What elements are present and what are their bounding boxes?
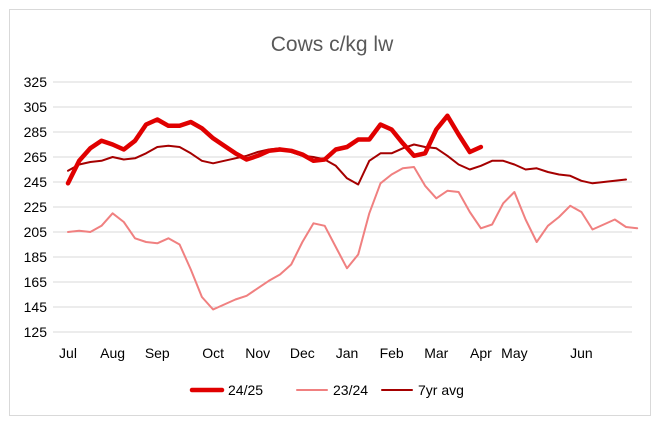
y-tick-label: 245 (24, 174, 48, 190)
x-tick-label: Jul (59, 345, 77, 361)
x-tick-label: May (501, 345, 527, 361)
y-tick-label: 205 (24, 224, 48, 240)
series-line-7yr-avg (67, 143, 627, 186)
y-tick-label: 145 (24, 299, 48, 315)
y-tick-label: 305 (24, 99, 48, 115)
chart-svg: Cows c/kg lw 125 145 165 185 205 225 245 265 285… (24, 33, 639, 398)
y-tick-label: 125 (24, 324, 48, 340)
y-tick-label: 165 (24, 274, 48, 290)
x-tick-label: Dec (290, 345, 315, 361)
chart-title: Cows c/kg lw (271, 33, 394, 56)
x-axis-ticks: Jul Aug Sep Oct Nov Dec Jan Feb Mar Apr May Jun (59, 345, 593, 361)
y-axis-ticks: 125 145 165 185 205 225 245 265 285 305 325 (24, 74, 48, 340)
series-lines (65, 113, 639, 311)
chart-area: Cows c/kg lw 125 145 165 185 205 225 245 265 285… (9, 9, 651, 416)
y-tick-label: 265 (24, 149, 48, 165)
x-tick-label: Nov (245, 345, 270, 361)
x-tick-label: Sep (145, 345, 170, 361)
series-line-24-25 (65, 113, 484, 186)
x-tick-label: Apr (470, 345, 492, 361)
y-tick-label: 285 (24, 124, 48, 140)
x-tick-label: Jun (570, 345, 593, 361)
y-tick-label: 185 (24, 249, 48, 265)
x-tick-label: Mar (424, 345, 448, 361)
x-tick-label: Jan (336, 345, 359, 361)
x-tick-label: Oct (202, 345, 224, 361)
legend-label: 23/24 (333, 382, 368, 398)
y-tick-label: 325 (24, 74, 48, 90)
x-tick-label: Aug (100, 345, 125, 361)
gridlines (53, 81, 632, 333)
y-tick-label: 225 (24, 199, 48, 215)
legend-label: 24/25 (228, 382, 263, 398)
legend: 24/25 23/24 7yr avg (189, 382, 464, 398)
legend-label: 7yr avg (418, 382, 464, 398)
series-line-23-24 (67, 166, 639, 311)
x-tick-label: Feb (380, 345, 404, 361)
